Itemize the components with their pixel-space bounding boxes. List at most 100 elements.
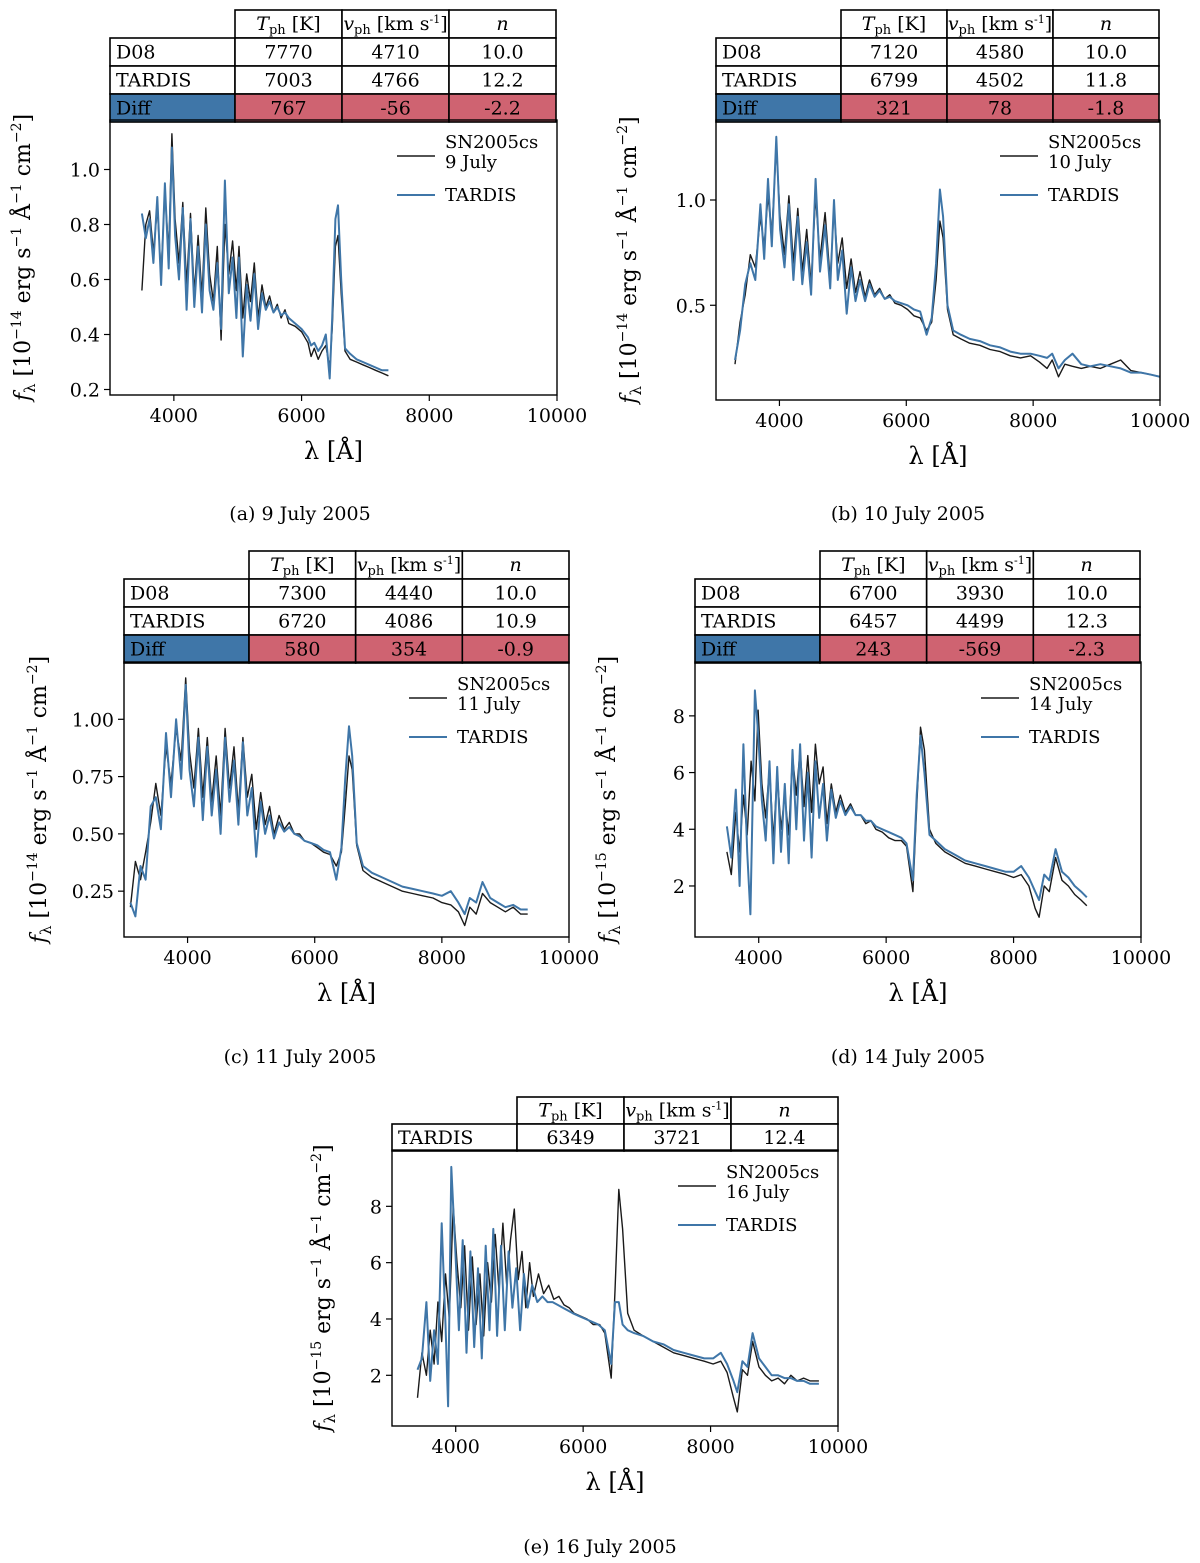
table-value-cell: [1052, 93, 1160, 123]
x-tick-label: 4000: [432, 1436, 480, 1458]
table-value: -56: [380, 98, 411, 120]
header-vph: vph [km s-1]: [625, 1099, 729, 1124]
header-tph-unit: [K]: [891, 13, 926, 35]
table-header-cell: [840, 9, 948, 39]
y-tick-label: 6: [370, 1253, 382, 1275]
header-tph-symbol: T: [256, 13, 270, 35]
table-value-cell: [623, 1123, 732, 1152]
y-label-sub: λ: [627, 385, 645, 395]
table-value: 10.9: [495, 611, 537, 633]
table-value: 7300: [278, 583, 326, 605]
y-tick-label: 0.8: [70, 215, 100, 237]
header-vph: vph [km s-1]: [948, 13, 1052, 38]
header-vph-sup: -1: [1034, 13, 1045, 26]
series-line-observed: [734, 146, 1160, 378]
y-label-erg: erg s: [311, 1278, 336, 1341]
table-value-cell: [461, 634, 570, 664]
y-label-sup1: −1: [615, 229, 631, 250]
x-tick-label: 10000: [1111, 947, 1171, 969]
y-label-close: ]: [596, 656, 621, 665]
header-vph-unit: [km s: [653, 1099, 712, 1121]
header-tph-unit: [K]: [870, 554, 905, 576]
x-tick-label: 8000: [686, 1436, 734, 1458]
table-value: -1.8: [1088, 98, 1125, 120]
table-row-label: TARDIS: [722, 70, 797, 92]
table-value: 767: [270, 98, 306, 120]
table-header-cell: [516, 1096, 625, 1125]
y-label-exp: −15: [594, 852, 610, 882]
header-vph-symbol: v: [357, 554, 368, 576]
header-vph-symbol: v: [928, 554, 939, 576]
table-value-cell: [341, 65, 450, 95]
legend-label-observed: SN2005cs: [726, 1162, 819, 1183]
table-value: 78: [988, 98, 1012, 120]
y-label-exp: −14: [615, 313, 631, 343]
legend-label-date: 9 July: [445, 152, 498, 173]
table-row-label: Diff: [130, 639, 166, 661]
table-header-cell: [946, 9, 1054, 39]
table-value: -569: [959, 639, 1002, 661]
series-line-tardis: [416, 1165, 819, 1408]
x-axis-label: λ [Å]: [304, 436, 363, 465]
table-value-cell: [516, 1123, 625, 1152]
axes-frame: [109, 119, 558, 396]
y-label-sup3: −2: [9, 122, 25, 143]
x-tick-label: 6000: [862, 947, 910, 969]
y-axis-label: fλ [10−14 erg s−1 Å−1 cm−2]: [8, 114, 39, 403]
y-label-sub: λ: [37, 925, 55, 935]
series-line-observed: [416, 1188, 819, 1413]
legend-label-observed: SN2005cs: [1029, 674, 1122, 695]
header-tph: Tph [K]: [270, 554, 334, 579]
table-value: 243: [855, 639, 891, 661]
table-value-cell: [1032, 578, 1141, 608]
table-row-label: Diff: [701, 639, 737, 661]
y-label-angstrom: Å: [593, 745, 621, 769]
y-label-sup1: −1: [9, 227, 25, 248]
table-row-label-cell: [391, 1123, 518, 1152]
y-tick-label: 8: [673, 706, 685, 728]
x-tick-label: 6000: [559, 1436, 607, 1458]
table-row-label: TARDIS: [130, 611, 205, 633]
header-tph-symbol: T: [538, 1099, 552, 1121]
header-tph-sub: ph: [551, 1109, 568, 1124]
table-value-cell: [840, 37, 948, 67]
table-row-label: D08: [701, 583, 740, 605]
y-tick-label: 1.00: [72, 709, 114, 731]
header-vph: vph [km s-1]: [357, 554, 461, 579]
y-label-sup3: −2: [309, 1153, 325, 1174]
y-label-erg: erg s: [27, 789, 52, 852]
x-tick-label: 4000: [150, 405, 198, 427]
y-label-close: ]: [617, 116, 642, 125]
table-value-cell: [1052, 65, 1160, 95]
table-value-cell: [840, 93, 948, 123]
header-tph-sub: ph: [269, 23, 286, 38]
header-vph-symbol: v: [343, 13, 354, 35]
table-value-cell: [925, 606, 1035, 636]
table-value: 3930: [956, 583, 1004, 605]
y-tick-label: 0.4: [70, 325, 100, 347]
table-value: 321: [876, 98, 912, 120]
table-row-label-cell: [694, 578, 821, 608]
table-row-label-cell: [715, 65, 842, 95]
y-label-exp: −15: [309, 1341, 325, 1371]
table-value: 3721: [653, 1127, 701, 1149]
y-label-cm: cm: [311, 1173, 336, 1213]
header-n: n: [778, 1099, 790, 1121]
header-tph-sub: ph: [854, 564, 871, 579]
y-tick-label: 0.75: [72, 767, 114, 789]
table-value: 7120: [870, 42, 918, 64]
table-value: 6700: [849, 583, 897, 605]
table-value-cell: [341, 93, 450, 123]
header-vph-unit: [km s: [975, 13, 1034, 35]
y-label-sup2: −1: [615, 186, 631, 207]
y-axis-label: fλ [10−14 erg s−1 Å−1 cm−2]: [24, 656, 55, 945]
header-vph-unit: [km s: [955, 554, 1014, 576]
table-value: 12.3: [1066, 611, 1108, 633]
y-label-exp: −14: [9, 310, 25, 340]
